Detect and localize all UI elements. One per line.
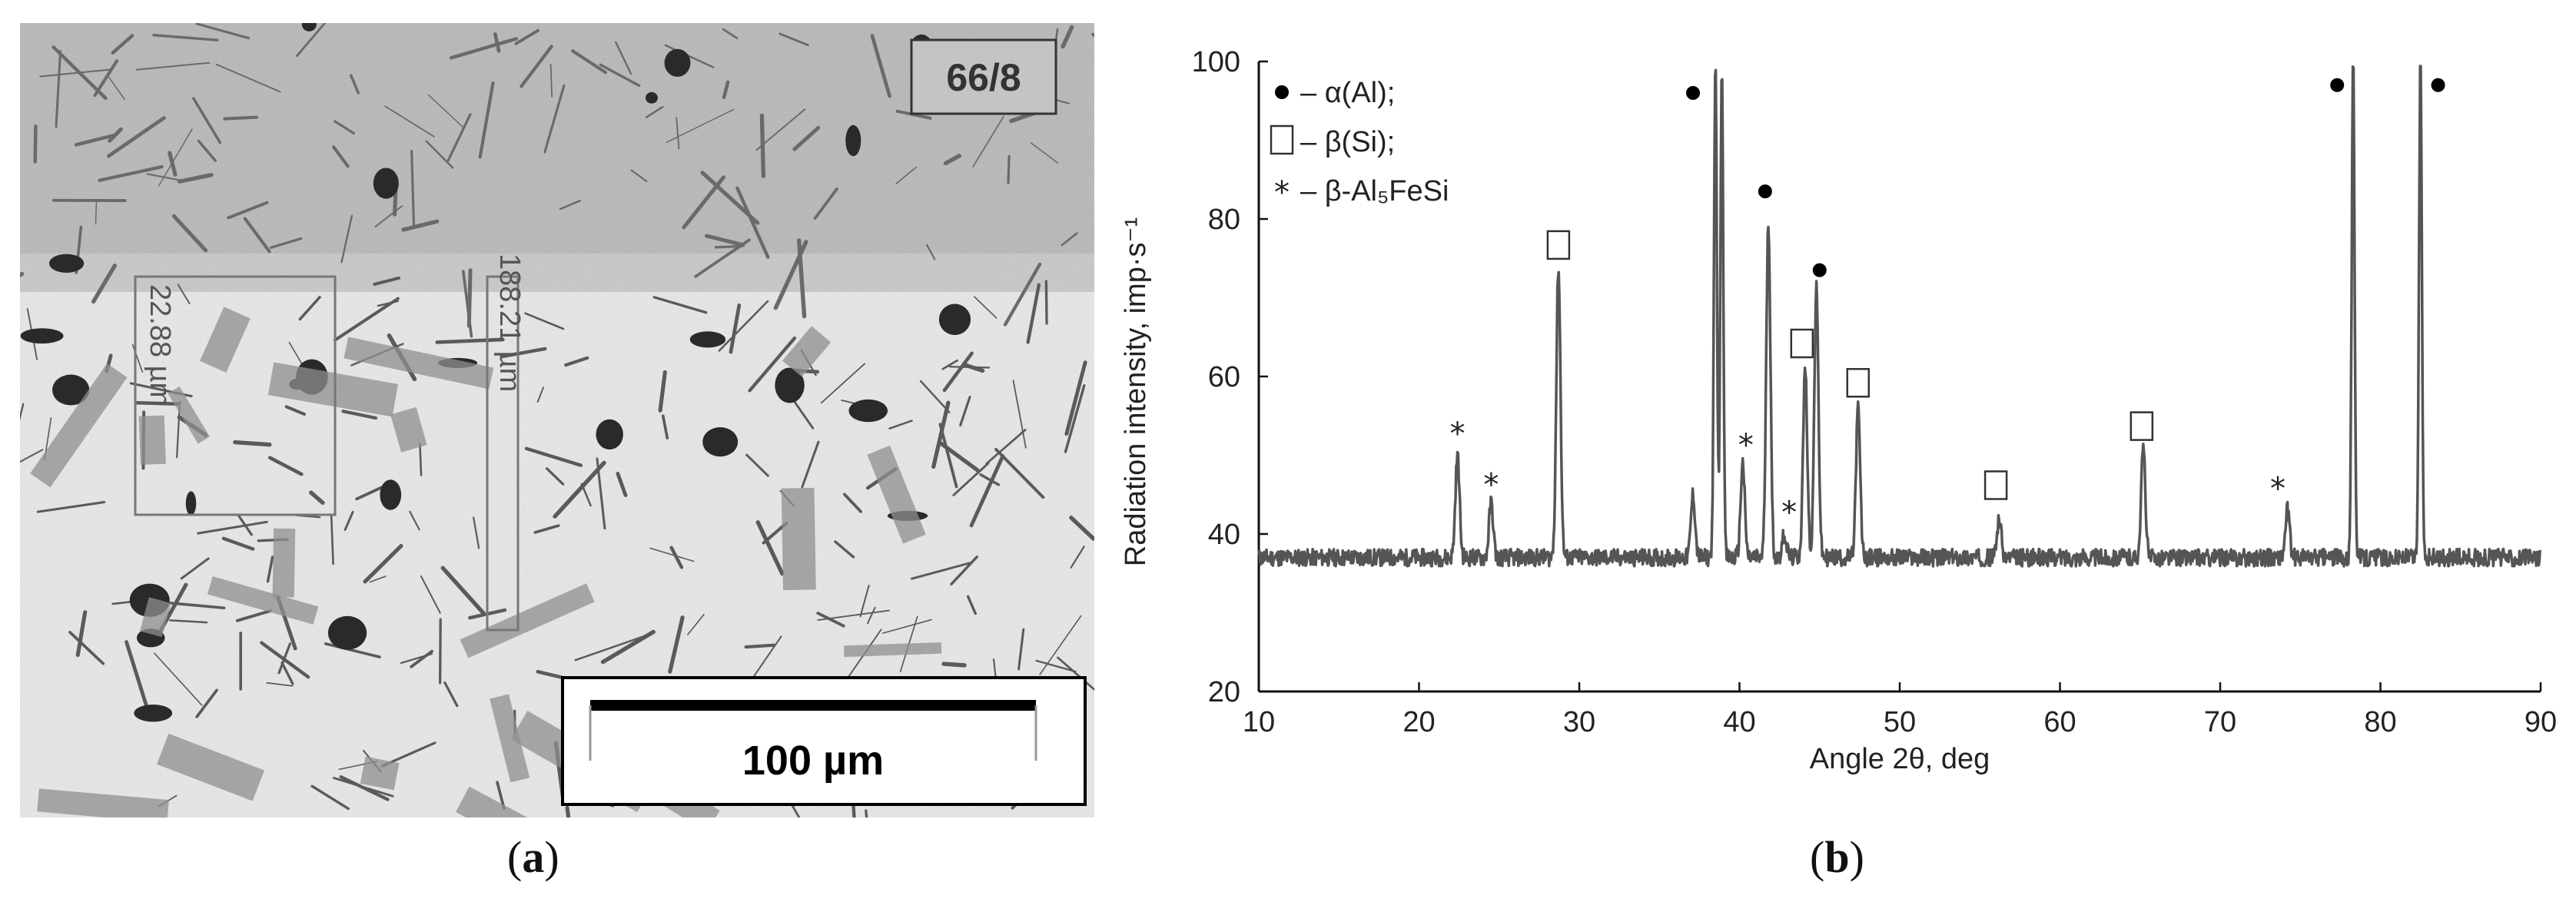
x-tick-label: 50 [1884, 706, 1916, 738]
chart-legend: – α(Al); – β(Si); * – β-Al₅FeSi [1270, 77, 1449, 211]
panel-label-b: (b) [1810, 832, 1864, 882]
legend-asterisk-symbol: * [1274, 175, 1290, 211]
x-tick-label: 30 [1563, 706, 1595, 738]
micrograph-image: 22.88 µm 188.21 µm 66/8 100 µm [20, 23, 1094, 817]
square-peak-marker [2130, 411, 2154, 441]
asterisk-peak-marker: * [1781, 495, 1797, 530]
legend-square-symbol [1270, 124, 1294, 155]
xrd-spectrum-line [1257, 65, 2541, 568]
legend-entry-label: – α(Al); [1300, 77, 1395, 109]
measure-box-2 [486, 275, 520, 632]
x-tick-label: 70 [2204, 706, 2236, 738]
circle-peak-marker [2330, 78, 2345, 92]
x-tick-label: 20 [1403, 706, 1435, 738]
circle-peak-marker [1812, 263, 1827, 277]
legend-entry-label: – β-Al₅FeSi [1300, 175, 1449, 207]
panel-label-a: (a) [507, 832, 559, 882]
y-tick-label: 60 [1208, 361, 1240, 393]
asterisk-peak-marker: * [2270, 472, 2286, 507]
x-tick-label: 40 [1723, 706, 1755, 738]
circle-peak-marker [1758, 184, 1772, 199]
x-tick-label: 80 [2364, 706, 2396, 738]
circle-peak-marker [1686, 86, 1701, 100]
legend-entry-label: – β(Si); [1300, 126, 1395, 158]
circle-peak-marker [2431, 78, 2445, 92]
square-peak-marker [1846, 368, 1871, 398]
y-tick-label: 100 [1192, 46, 1240, 78]
asterisk-peak-marker: * [1483, 467, 1499, 502]
y-axis-label: Radiation intensity, imp·s⁻¹ [1120, 217, 1152, 566]
y-tick-label: 20 [1208, 676, 1240, 708]
sample-tag: 66/8 [946, 56, 1021, 99]
asterisk-peak-marker: * [1738, 428, 1754, 463]
measure-label-1: 22.88 µm [144, 284, 176, 406]
measure-label-2: 188.21 µm [493, 254, 526, 392]
scale-bar-label: 100 µm [742, 738, 884, 784]
sample-tag-box [910, 38, 1057, 115]
legend-circle-symbol [1275, 85, 1289, 99]
y-tick-label: 40 [1208, 519, 1240, 551]
x-tick-label: 60 [2043, 706, 2076, 738]
square-peak-marker [1790, 328, 1814, 359]
x-tick-label: 90 [2525, 706, 2557, 738]
asterisk-peak-marker: * [1450, 416, 1466, 452]
square-peak-marker [1983, 470, 2008, 500]
scale-bar-box [561, 676, 1087, 806]
measure-box-1 [134, 275, 337, 516]
x-axis-label: Angle 2θ, deg [1810, 743, 1990, 775]
y-tick-label: 80 [1208, 204, 1240, 236]
x-tick-label: 10 [1243, 706, 1275, 738]
square-peak-marker [1546, 230, 1571, 260]
